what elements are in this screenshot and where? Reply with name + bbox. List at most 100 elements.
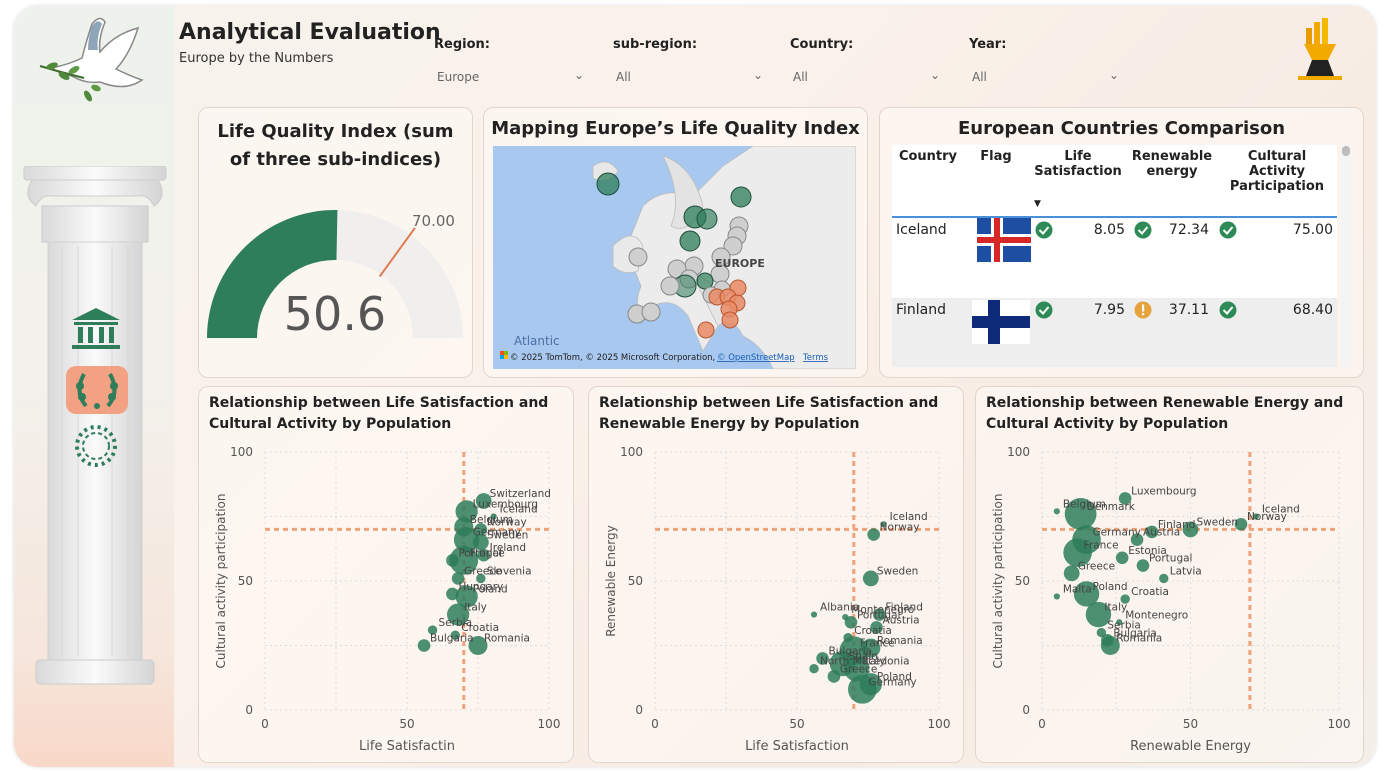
scatter-point[interactable] xyxy=(451,572,465,585)
scatter-point[interactable] xyxy=(455,585,478,608)
scatter-point[interactable] xyxy=(1053,508,1060,515)
scatter-plot-renewable-cultural: 00 50 50 100 100 Renewable Energy Cultural act… xyxy=(991,445,1350,754)
map-bubble[interactable] xyxy=(641,302,661,322)
scatter-point[interactable] xyxy=(446,554,459,567)
filter-country-select[interactable]: All ⌄ xyxy=(790,66,944,88)
scatter-point[interactable] xyxy=(427,625,438,635)
scatter-point[interactable] xyxy=(1063,538,1092,567)
scatter-point[interactable] xyxy=(1116,619,1123,626)
finland-flag-icon xyxy=(972,300,1030,344)
point-label: Bulgaria xyxy=(829,645,873,657)
point-label: Switzerland xyxy=(490,488,551,500)
scatter-point[interactable] xyxy=(447,603,470,626)
scatter-point[interactable] xyxy=(1145,525,1159,539)
x-tick-label: 0 xyxy=(1038,717,1046,731)
map-label-ocean: Atlantic xyxy=(514,334,560,348)
y-tick-label: 0 xyxy=(635,703,643,717)
scatter-point[interactable] xyxy=(843,656,870,682)
map-bubble[interactable] xyxy=(596,172,620,196)
scatter-point[interactable] xyxy=(476,573,486,584)
scatter-point[interactable] xyxy=(477,548,490,562)
scatter-point[interactable] xyxy=(417,639,431,652)
nav-bank-icon[interactable] xyxy=(68,304,124,352)
scatter-point[interactable] xyxy=(848,675,877,704)
table-row[interactable]: Iceland 8.05 72.34 75.00 xyxy=(892,218,1337,298)
map-bubble[interactable] xyxy=(730,186,752,208)
point-label: Norway xyxy=(1247,511,1287,523)
scatter-point[interactable] xyxy=(1120,594,1130,604)
map-terms-link[interactable]: Terms xyxy=(802,353,829,363)
scatter-point[interactable] xyxy=(1100,636,1120,655)
scatter-point[interactable] xyxy=(1063,565,1080,582)
scatter-point[interactable] xyxy=(455,500,478,523)
scatter-point[interactable] xyxy=(474,523,488,536)
scatter-point[interactable] xyxy=(810,611,818,618)
scatter-point[interactable] xyxy=(1130,533,1144,547)
scatter-point[interactable] xyxy=(1252,513,1259,520)
sidebar xyxy=(14,6,174,767)
point-label: Belgium xyxy=(470,514,513,526)
point-label: Estonia xyxy=(1128,545,1167,557)
scatter-point[interactable] xyxy=(816,652,829,665)
europe-map[interactable]: EUROPE Atlantic © 2025 TomTom, © 2025 Mi… xyxy=(493,146,856,369)
point-label: Greece xyxy=(840,663,877,675)
col-header-life[interactable]: Life Satisfaction xyxy=(1034,149,1122,179)
nav-laurel-icon[interactable] xyxy=(66,366,128,414)
scatter-point[interactable] xyxy=(870,621,883,634)
scatter-point[interactable] xyxy=(861,638,881,658)
point-label: Austria xyxy=(883,614,920,626)
scatter-point[interactable] xyxy=(827,670,841,683)
scatter-point[interactable] xyxy=(862,570,879,587)
point-label: Latvia xyxy=(1170,565,1202,577)
filter-year-select[interactable]: All ⌄ xyxy=(969,66,1123,88)
scatter-point[interactable] xyxy=(873,608,886,621)
map-osm-link[interactable]: © OpenStreetMap xyxy=(717,353,795,363)
scatter-point[interactable] xyxy=(468,636,488,655)
y-tick-label: 100 xyxy=(620,445,643,459)
scrollbar-thumb[interactable] xyxy=(1342,146,1350,156)
scatter-point[interactable] xyxy=(880,521,887,528)
scatter-point[interactable] xyxy=(475,493,492,509)
nav-sun-icon[interactable] xyxy=(68,422,124,470)
point-label: Finland xyxy=(1158,519,1196,531)
scatter-point[interactable] xyxy=(450,630,460,640)
filter-subregion-select[interactable]: All ⌄ xyxy=(613,66,767,88)
scatter-point[interactable] xyxy=(453,527,480,553)
scatter-point[interactable] xyxy=(1064,498,1097,530)
table-row[interactable]: Finland 7.95 37.11 68.40 xyxy=(892,298,1337,367)
warning-icon xyxy=(1134,301,1152,323)
scatter-point[interactable] xyxy=(1053,593,1060,600)
point-label: Serbia xyxy=(439,617,472,629)
col-header-renewable[interactable]: Renewable energy xyxy=(1131,149,1213,179)
scatter-point[interactable] xyxy=(867,528,880,541)
table-scrollbar[interactable] xyxy=(1341,145,1351,367)
scatter-point[interactable] xyxy=(844,615,858,629)
map-bubble[interactable] xyxy=(628,247,648,267)
y-tick-label: 100 xyxy=(230,445,253,459)
scatter-point[interactable] xyxy=(1096,627,1107,638)
scatter-point[interactable] xyxy=(1182,521,1199,538)
sort-desc-icon[interactable]: ▼ xyxy=(1034,199,1041,209)
map-bubble[interactable] xyxy=(660,276,680,296)
scatter-point[interactable] xyxy=(1085,601,1112,628)
scatter-point[interactable] xyxy=(1159,573,1169,584)
scatter-point[interactable] xyxy=(1234,517,1248,531)
scatter-point[interactable] xyxy=(1118,492,1132,505)
filter-region-select[interactable]: Europe ⌄ xyxy=(434,66,588,88)
scatter-point[interactable] xyxy=(472,534,489,551)
col-header-flag[interactable]: Flag xyxy=(980,149,1012,164)
map-bubble[interactable] xyxy=(721,311,739,329)
scatter-point[interactable] xyxy=(1115,551,1129,565)
map-bubble[interactable] xyxy=(679,230,701,252)
scatter-point[interactable] xyxy=(449,546,479,575)
map-bubble[interactable] xyxy=(697,321,715,339)
col-header-country[interactable]: Country xyxy=(898,149,958,164)
scatter-point[interactable] xyxy=(809,664,819,674)
scatter-point[interactable] xyxy=(1073,581,1100,607)
map-bubble[interactable] xyxy=(696,208,718,230)
scatter-point[interactable] xyxy=(1136,559,1150,572)
map-bubble[interactable] xyxy=(723,236,743,256)
col-header-cultural[interactable]: Cultural Activity Participation xyxy=(1229,149,1325,194)
page-title: Analytical Evaluation xyxy=(179,20,441,45)
scatter-point[interactable] xyxy=(490,513,497,520)
